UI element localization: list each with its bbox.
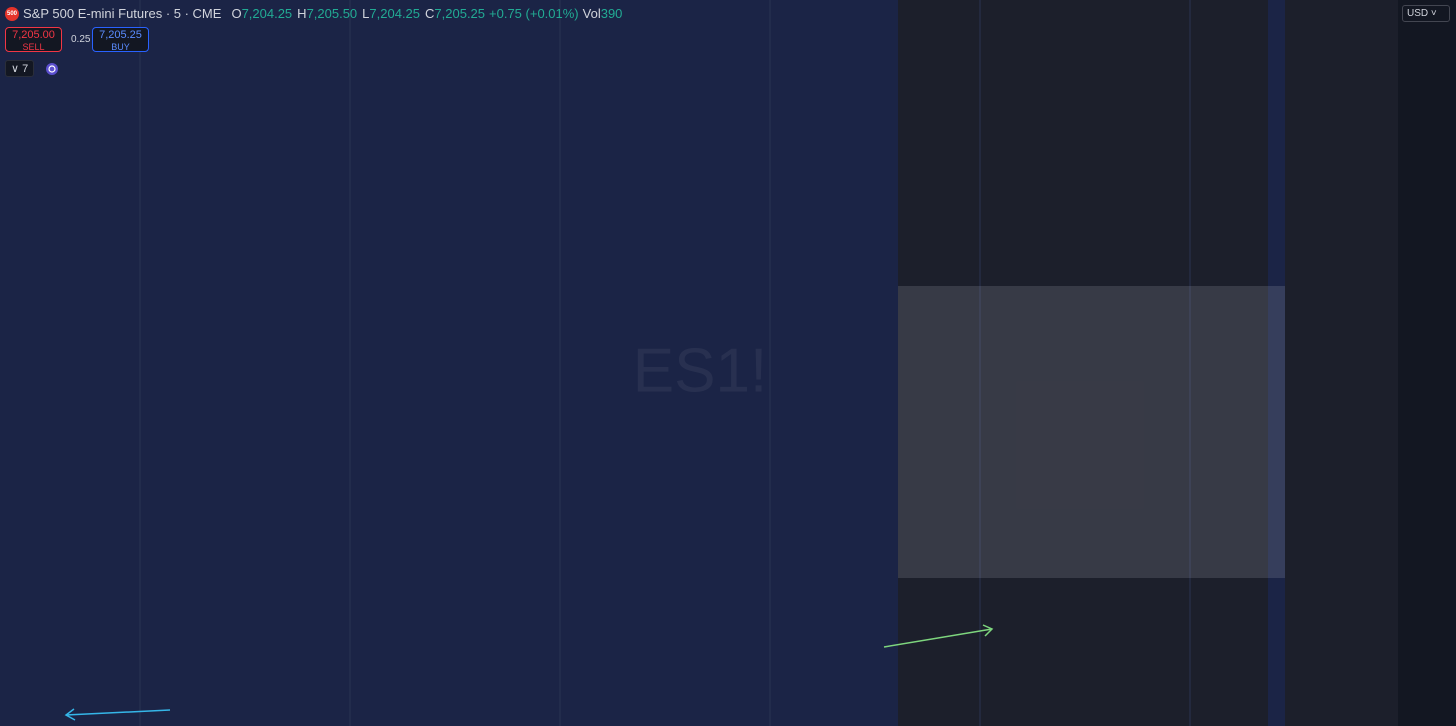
annotation-arrowhead: [64, 708, 76, 721]
currency: USD: [1407, 8, 1429, 19]
buy-label: BUY: [111, 42, 130, 52]
buy-button[interactable]: 7,205.25 BUY: [92, 27, 149, 52]
spread: 0.25: [71, 34, 91, 45]
rth-session-bg: [1285, 0, 1398, 726]
currency-select[interactable]: USD ˅: [1402, 5, 1450, 22]
annotation-arrow: [65, 709, 171, 716]
ohlc-value: 7,205.50: [306, 6, 358, 21]
symbol-name[interactable]: S&P 500 E-mini Futures · 5 · CME: [23, 6, 222, 21]
change: +0.75 (+0.01%): [489, 6, 579, 21]
vertical-grid: [139, 0, 1191, 726]
ib-range-box: [898, 286, 1285, 578]
symbol-header: 500 S&P 500 E-mini Futures · 5 · CME O7,…: [5, 6, 622, 21]
annotation-arrowhead: [982, 624, 994, 637]
annotation-arrow: [883, 628, 993, 648]
indicators-toggle[interactable]: ∨ 7: [5, 60, 35, 77]
sell-button[interactable]: 7,205.00 SELL: [5, 27, 62, 52]
sync-icon[interactable]: [45, 62, 59, 76]
ohlc-item: L7,204.25: [362, 6, 420, 21]
price-axis: [1398, 0, 1456, 726]
ohlc-value: 7,204.25: [369, 6, 421, 21]
buy-price: 7,205.25: [99, 29, 142, 41]
volume-label: Vol: [582, 6, 601, 21]
ohlc-item: H7,205.50: [297, 6, 357, 21]
watermark: ES1!: [633, 336, 767, 405]
ohlc-key: C: [425, 6, 435, 21]
indicators-count: 7: [22, 63, 29, 75]
ohlc-value: 7,204.25: [241, 6, 293, 21]
ohlc-item: O7,204.25: [231, 6, 292, 21]
ohlc-key: L: [362, 6, 370, 21]
rth-session-bg: [898, 0, 1268, 726]
ohlc-key: H: [297, 6, 307, 21]
ohlc-key: O: [231, 6, 242, 21]
sell-price: 7,205.00: [12, 29, 55, 41]
symbol-logo: 500: [5, 6, 19, 21]
volume: 390: [600, 6, 623, 21]
ohlc-item: C7,205.25: [425, 6, 485, 21]
ohlc: O7,204.25 H7,205.50 L7,204.25 C7,205.25: [231, 6, 485, 21]
sell-label: SELL: [22, 42, 45, 52]
ohlc-value: 7,205.25: [434, 6, 486, 21]
